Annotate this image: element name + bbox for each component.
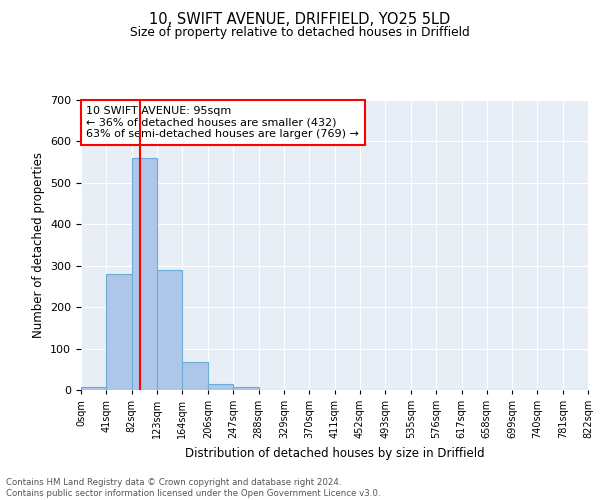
Text: 10 SWIFT AVENUE: 95sqm
← 36% of detached houses are smaller (432)
63% of semi-de: 10 SWIFT AVENUE: 95sqm ← 36% of detached… <box>86 106 359 139</box>
Text: Contains HM Land Registry data © Crown copyright and database right 2024.
Contai: Contains HM Land Registry data © Crown c… <box>6 478 380 498</box>
Bar <box>81 386 106 390</box>
Bar <box>233 386 259 390</box>
Bar <box>182 362 208 390</box>
Text: 10, SWIFT AVENUE, DRIFFIELD, YO25 5LD: 10, SWIFT AVENUE, DRIFFIELD, YO25 5LD <box>149 12 451 28</box>
Bar <box>106 274 131 390</box>
Bar <box>131 158 157 390</box>
Text: Size of property relative to detached houses in Driffield: Size of property relative to detached ho… <box>130 26 470 39</box>
Bar <box>208 384 233 390</box>
Y-axis label: Number of detached properties: Number of detached properties <box>32 152 44 338</box>
Bar <box>157 270 182 390</box>
X-axis label: Distribution of detached houses by size in Driffield: Distribution of detached houses by size … <box>185 446 484 460</box>
